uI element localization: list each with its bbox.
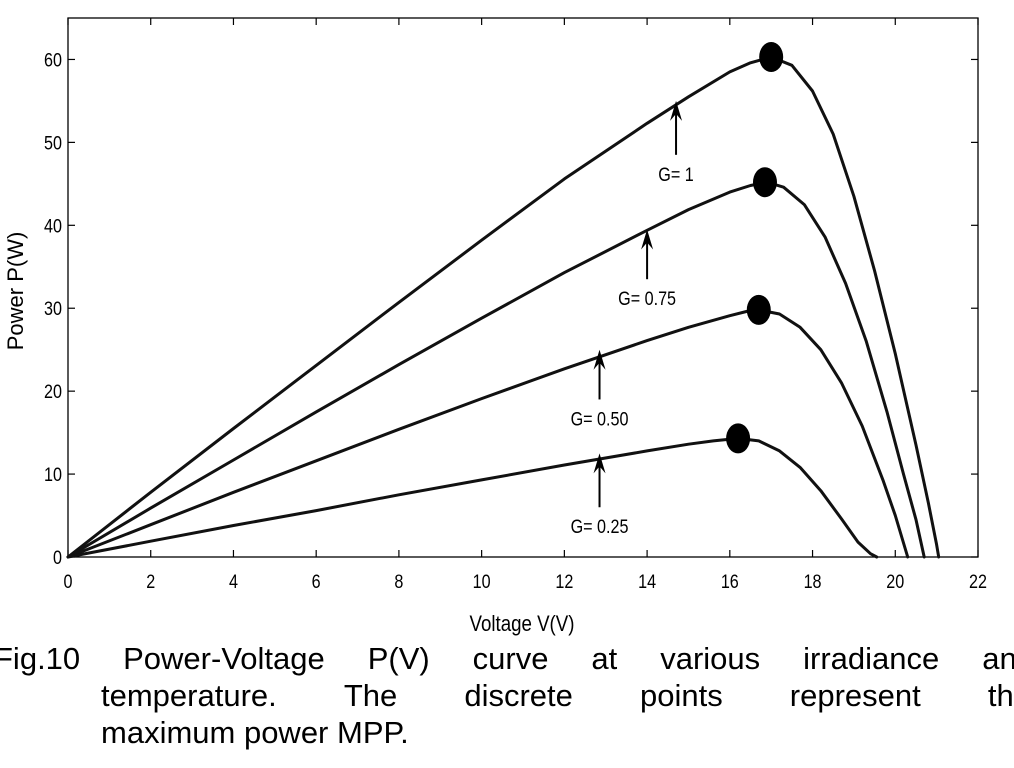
mpp-point: [726, 423, 751, 454]
x-tick-label: 2: [146, 571, 155, 593]
caption-word: and: [982, 641, 1014, 676]
caption-line-3: maximum power MPP.: [101, 715, 409, 750]
caption-word: curve: [472, 641, 549, 676]
annotation-label: G= 0.50: [571, 408, 629, 430]
series-line: [66, 308, 910, 559]
mpp-points: [726, 41, 784, 454]
caption-line-2: temperature. The discrete points represe…: [101, 677, 1014, 714]
series-lines: [66, 55, 941, 559]
annotations: G= 1 G= 0.75 G= 0.50 G= 0.25: [571, 100, 694, 538]
annotation-label: G= 0.25: [571, 516, 629, 538]
figure-caption: Fig.10 Power-Voltage P(V) curve at vario…: [0, 640, 1014, 768]
x-tick-label: 6: [312, 571, 321, 593]
x-axis-title: Voltage V(V): [470, 613, 575, 637]
caption-word: temperature.: [101, 678, 277, 713]
caption-word: represent: [789, 678, 921, 713]
y-tick-label: 50: [44, 132, 62, 154]
caption-word: Power-Voltage: [123, 641, 325, 676]
x-tick-label: 4: [229, 571, 238, 593]
caption-word: at: [591, 641, 618, 676]
series-line: [66, 436, 879, 559]
caption-word: P(V): [367, 641, 430, 676]
annotation-arrow-head: [593, 349, 606, 370]
annotation-arrow-head: [593, 453, 606, 474]
mpp-point: [759, 41, 784, 72]
series-line: [66, 180, 926, 559]
caption-word: The: [343, 678, 398, 713]
annotation-arrow-head: [641, 229, 654, 250]
x-tick-label: 22: [969, 571, 987, 593]
y-tick-label: 10: [44, 464, 62, 486]
caption-word: discrete: [464, 678, 573, 713]
tick-marks: [67, 18, 979, 558]
caption-line-1: Fig.10 Power-Voltage P(V) curve at vario…: [0, 640, 1014, 677]
y-tick-label: 60: [44, 49, 62, 71]
x-tick-label: 14: [638, 571, 656, 593]
y-tick-label: 20: [44, 381, 62, 403]
y-tick-label: 40: [44, 215, 62, 237]
y-tick-label: 30: [44, 298, 62, 320]
y-tick-label: 0: [53, 547, 62, 569]
mpp-point: [746, 294, 771, 325]
x-tick-label: 20: [886, 571, 904, 593]
axes: [67, 17, 979, 558]
caption-word: the: [987, 678, 1014, 713]
x-tick-label: 18: [804, 571, 822, 593]
plot-frame: [67, 17, 979, 558]
annotation-label: G= 0.75: [618, 288, 676, 310]
x-tick-label: 10: [473, 571, 491, 593]
annotation-arrow-head: [670, 100, 683, 121]
x-tick-label: 8: [394, 571, 403, 593]
tick-labels: 0 2 4 6 8 10 12 14 16 18 20 22 0 10 20 30 40 50 60: [44, 49, 987, 592]
caption-word: points: [639, 678, 723, 713]
caption-word: Fig.10: [0, 641, 81, 676]
caption-word: various: [660, 641, 761, 676]
x-tick-label: 16: [721, 571, 739, 593]
y-axis-title: Power P(W): [3, 232, 28, 351]
x-tick-label: 12: [555, 571, 573, 593]
caption-word: irradiance: [803, 641, 940, 676]
annotation-label: G= 1: [658, 164, 693, 186]
x-tick-label: 0: [64, 571, 73, 593]
mpp-point: [752, 167, 777, 198]
